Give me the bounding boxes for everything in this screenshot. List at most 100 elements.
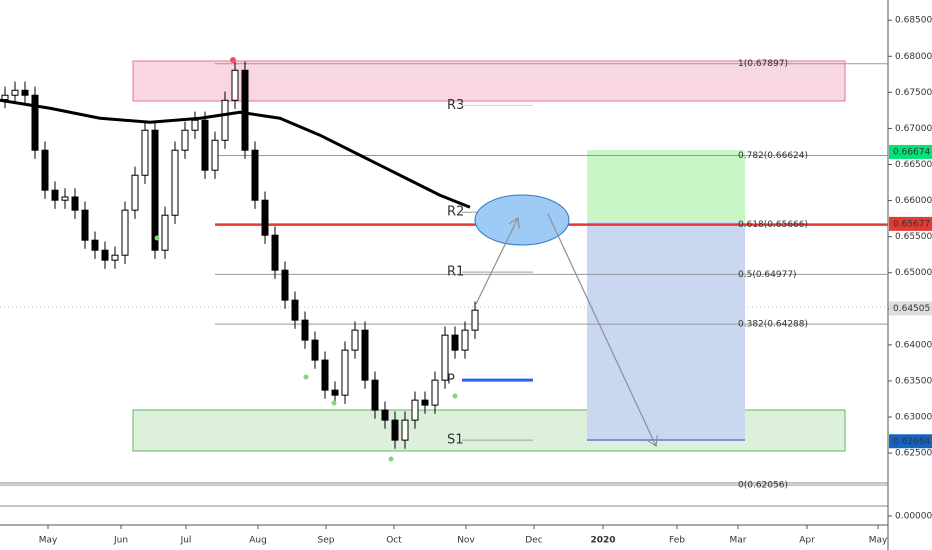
candle-body <box>11 89 19 96</box>
candle-body <box>141 129 149 176</box>
candle-body <box>351 329 359 351</box>
candle-body <box>51 189 59 201</box>
candle-body <box>151 129 159 251</box>
candle-body <box>201 119 209 171</box>
x-tick-label: Dec <box>525 536 542 546</box>
low-dot <box>331 400 337 406</box>
y-tick-label: 0.68500 <box>895 16 932 26</box>
candle-body <box>81 209 89 241</box>
fib-label: 0.382(0.64288) <box>738 320 808 330</box>
pivot-label: R1 <box>447 265 464 280</box>
y-tick-label: 0.66000 <box>895 196 932 206</box>
candle-body <box>321 359 329 391</box>
low-dot <box>303 374 309 380</box>
candle-body <box>1 94 9 101</box>
low-dot <box>388 456 394 462</box>
y-tick-label: 0.64000 <box>895 340 932 350</box>
y-tick-label: 0.62500 <box>895 449 932 459</box>
x-tick-label: Apr <box>799 536 815 546</box>
price-tag-label: 0.66674 <box>893 147 930 157</box>
x-tick-label: Feb <box>669 536 685 546</box>
candle-body <box>161 214 169 251</box>
y-tick-label: 0.68000 <box>895 52 932 62</box>
candle-body <box>301 319 309 341</box>
profit-area <box>587 150 745 222</box>
price-tag <box>889 216 932 231</box>
candle-body <box>221 99 229 141</box>
candle-body <box>271 234 279 271</box>
x-tick-label: Sep <box>318 536 335 546</box>
candle-body <box>311 339 319 361</box>
candle-body <box>261 199 269 236</box>
pivot-label: R4 <box>447 0 464 2</box>
candle-body <box>281 269 289 301</box>
candle-body <box>181 129 189 151</box>
candle-body <box>361 329 369 381</box>
candle-body <box>231 69 239 101</box>
y-tick-label: 0.00000 <box>895 512 932 522</box>
price-tag-label: 0.64505 <box>893 304 930 314</box>
fib-label: 1(0.67897) <box>738 59 788 69</box>
candle-body <box>391 419 399 441</box>
candle-body <box>461 329 469 351</box>
arrow-down <box>547 213 656 446</box>
candle-body <box>291 299 299 321</box>
candle-body <box>341 349 349 396</box>
x-tick-label: Oct <box>386 536 402 546</box>
candle-body <box>471 309 479 331</box>
fib-label: 0.782(0.66624) <box>738 151 808 161</box>
y-tick-label: 0.63000 <box>895 413 932 423</box>
pivot-label: R3 <box>447 98 464 113</box>
candle-body <box>331 389 339 396</box>
x-tick-label: Jun <box>113 536 128 546</box>
x-tick-label: Mar <box>730 536 747 546</box>
candle-body <box>251 149 259 201</box>
x-tick-label: May <box>869 536 888 546</box>
fib-label: 0(0.62056) <box>738 481 788 491</box>
candle-body <box>241 69 249 151</box>
candle-body <box>441 334 449 381</box>
candle-body <box>451 334 459 351</box>
candle-body <box>411 399 419 421</box>
candle-body <box>171 149 179 216</box>
y-tick-label: 0.67000 <box>895 124 932 134</box>
y-tick-label: 0.65500 <box>895 232 932 242</box>
candle-body <box>381 409 389 421</box>
candle-body <box>371 379 379 411</box>
candle-body <box>131 174 139 211</box>
candle-body <box>211 139 219 171</box>
candle-body <box>431 379 439 406</box>
fib-label: 0.618(0.65666) <box>738 220 808 230</box>
candle-body <box>101 249 109 261</box>
candle-body <box>191 119 199 131</box>
candle-body <box>21 89 29 96</box>
moving-average <box>0 98 471 209</box>
arrow-up <box>475 218 518 305</box>
x-tick-label: Jul <box>180 536 192 546</box>
pivot-label: P <box>447 373 455 388</box>
candle-body <box>31 94 39 151</box>
high-dot <box>230 57 236 63</box>
price-tag-label: 0.65677 <box>893 219 930 229</box>
candle-body <box>91 239 99 251</box>
x-tick-label: 2020 <box>590 536 615 546</box>
x-tick-label: May <box>39 536 58 546</box>
price-tag <box>889 144 932 159</box>
fib-label: 0.5(0.64977) <box>738 270 797 280</box>
x-tick-label: Aug <box>249 536 267 546</box>
pivot-label: S1 <box>447 433 464 448</box>
candle-body <box>61 196 69 201</box>
y-tick-label: 0.63500 <box>895 376 932 386</box>
low-dot <box>452 393 458 399</box>
candle-body <box>71 196 79 211</box>
supply-zone <box>132 60 846 102</box>
pivot-label: R2 <box>447 205 464 220</box>
y-tick-label: 0.67500 <box>895 88 932 98</box>
price-tag <box>889 301 932 316</box>
candle-body <box>421 399 429 406</box>
x-tick-label: Nov <box>457 536 475 546</box>
low-dot <box>154 235 160 241</box>
price-tag <box>889 434 932 449</box>
candle-body <box>41 149 49 191</box>
